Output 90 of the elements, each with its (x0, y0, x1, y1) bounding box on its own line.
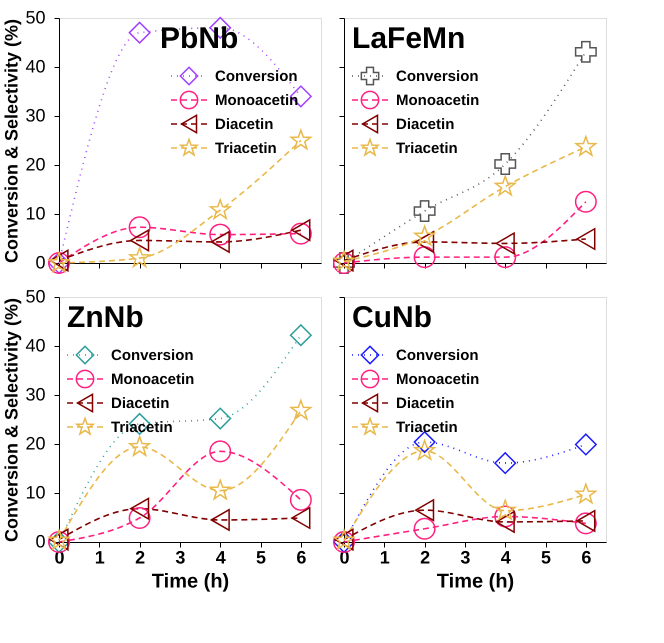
point (494, 176, 516, 196)
point (210, 508, 230, 531)
legend-label: Diacetin (396, 116, 454, 133)
y-tick-label: 20 (25, 434, 46, 454)
legend-label: Triacetin (396, 419, 458, 436)
point (496, 510, 515, 533)
chart-title: PbNb (160, 22, 238, 55)
point (290, 130, 312, 150)
point (414, 518, 436, 540)
y-tick-label: 40 (25, 336, 46, 356)
point (210, 480, 231, 500)
legend-label: Triacetin (215, 140, 277, 157)
point (414, 200, 436, 222)
x-tick-label: 2 (135, 548, 146, 568)
point (576, 228, 596, 250)
chart-title: CuNb (352, 301, 432, 334)
point (210, 199, 231, 220)
point (128, 507, 151, 529)
y-axis-title: Conversion & Selectivity (%) (1, 18, 22, 264)
y-tick-label: 50 (25, 286, 46, 306)
y-tick-label: 0 (35, 252, 46, 272)
y-tick-label: 10 (25, 204, 46, 224)
point (290, 400, 312, 420)
legend-label: Diacetin (396, 395, 454, 412)
x-tick-label: 6 (296, 548, 306, 568)
point (414, 499, 434, 522)
y-tick-label: 30 (25, 106, 46, 126)
point (130, 498, 150, 520)
point (414, 431, 436, 454)
y-axis-title: Conversion & Selectivity (%) (1, 298, 22, 542)
legend-label: Conversion (396, 347, 479, 364)
x-tick-label: 4 (500, 548, 511, 568)
point (494, 500, 516, 520)
x-tick-label: 3 (460, 548, 470, 568)
point (128, 216, 151, 238)
point (574, 40, 597, 63)
legend-label: Conversion (215, 68, 298, 85)
legend-label: Monoacetin (111, 371, 194, 388)
point (130, 229, 150, 252)
x-tick-label: 2 (420, 548, 430, 568)
x-axis-title: Time (h) (436, 570, 514, 592)
point (494, 153, 516, 176)
point (290, 222, 312, 245)
point (575, 136, 596, 156)
y-tick-label: 50 (25, 8, 46, 28)
x-tick-label: 3 (175, 548, 186, 568)
point (574, 190, 597, 213)
legend-label: Conversion (111, 347, 194, 364)
point (209, 408, 232, 430)
x-tick-label: 6 (581, 548, 592, 568)
x-tick-label: 4 (216, 548, 226, 568)
y-tick-label: 0 (35, 532, 46, 552)
point (209, 440, 232, 462)
point (129, 436, 150, 456)
legend-label: Triacetin (396, 140, 458, 157)
point (414, 440, 436, 460)
y-tick-label: 40 (25, 56, 46, 76)
legend-label: Diacetin (111, 395, 170, 412)
x-tick-label: 1 (94, 548, 105, 568)
point (210, 230, 230, 253)
point (494, 506, 516, 528)
x-axis-title: Time (h) (152, 570, 230, 592)
y-tick-label: 10 (25, 482, 46, 502)
legend-label: Diacetin (215, 116, 274, 133)
point (496, 232, 515, 254)
point (575, 483, 596, 504)
x-tick-label: 5 (256, 548, 266, 568)
point (128, 22, 151, 44)
y-tick-label: 20 (25, 154, 46, 174)
point (494, 246, 516, 268)
y-tick-label: 30 (25, 384, 46, 404)
point (414, 246, 436, 268)
x-tick-label: 1 (380, 548, 390, 568)
point (129, 247, 150, 268)
point (290, 488, 312, 511)
point (414, 230, 434, 253)
point (290, 324, 312, 346)
legend-label: Conversion (396, 68, 479, 85)
chart-title: LaFeMn (352, 22, 466, 55)
point (209, 224, 232, 246)
point (574, 433, 597, 456)
point (494, 452, 516, 474)
point (414, 226, 436, 246)
chart-title: ZnNb (67, 301, 144, 334)
point (291, 506, 310, 529)
legend-label: Monoacetin (396, 92, 480, 109)
x-tick-label: 5 (541, 548, 552, 568)
point (291, 219, 310, 242)
legend-label: Monoacetin (215, 92, 298, 109)
legend-label: Monoacetin (396, 371, 480, 388)
